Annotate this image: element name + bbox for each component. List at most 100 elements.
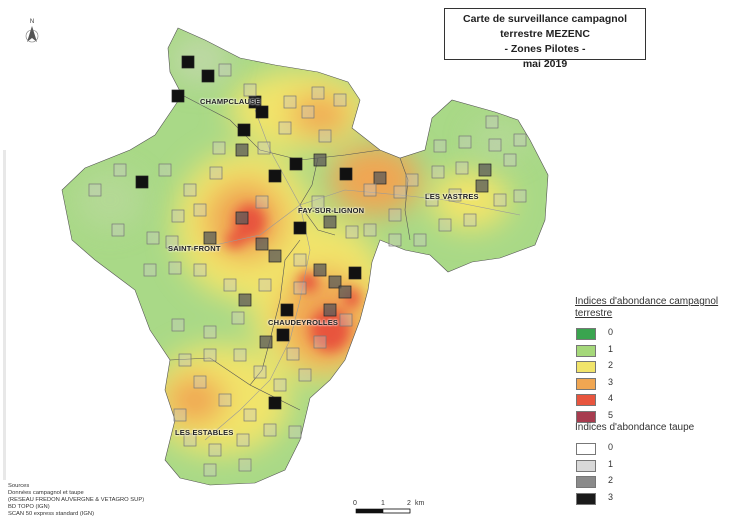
sampling-square xyxy=(203,231,217,245)
sampling-square xyxy=(235,143,249,157)
legend-swatch-4 xyxy=(576,394,596,406)
sampling-square xyxy=(255,105,269,119)
legend-label-1: 1 xyxy=(608,343,614,354)
sampling-square xyxy=(253,365,267,379)
sampling-square xyxy=(289,157,303,171)
sampling-square xyxy=(143,263,157,277)
sources-line-5: SCAN 50 express standard (IGN) xyxy=(8,511,95,517)
sampling-square xyxy=(478,163,492,177)
sampling-square xyxy=(488,138,502,152)
sampling-square xyxy=(203,463,217,477)
town-champclause: CHAMPCLAUSE xyxy=(200,97,261,106)
sampling-square xyxy=(431,165,445,179)
sampling-square xyxy=(243,408,257,422)
sampling-square xyxy=(339,167,353,181)
sampling-square xyxy=(263,423,277,437)
sampling-square xyxy=(273,378,287,392)
sampling-square xyxy=(231,311,245,325)
sampling-square xyxy=(183,433,197,447)
sampling-square xyxy=(475,179,489,193)
north-arrow-icon: N xyxy=(25,19,39,43)
map-title-box: Carte de surveillance campagnol terrestr… xyxy=(444,8,646,70)
sampling-square xyxy=(111,223,125,237)
sampling-square xyxy=(280,303,294,317)
credit-stripe xyxy=(3,150,6,480)
sampling-square xyxy=(201,69,215,83)
sampling-square xyxy=(255,237,269,251)
scale-tick-1: 1 xyxy=(381,500,385,507)
sampling-square xyxy=(293,253,307,267)
sources-block: Sources Données campagnol et taupe (RESE… xyxy=(8,483,144,518)
sampling-square xyxy=(233,348,247,362)
sampling-square xyxy=(218,63,232,77)
sampling-square xyxy=(165,235,179,249)
sampling-square xyxy=(259,335,273,349)
legend-swatch-0 xyxy=(576,328,596,340)
sampling-square xyxy=(135,175,149,189)
scale-tick-0: 0 xyxy=(353,500,357,507)
sampling-squares xyxy=(88,55,527,477)
sampling-square xyxy=(193,203,207,217)
scale-bar xyxy=(355,508,411,514)
sampling-square xyxy=(238,293,252,307)
sampling-square xyxy=(433,139,447,153)
sampling-square xyxy=(485,115,499,129)
sampling-square xyxy=(323,215,337,229)
sampling-square xyxy=(338,285,352,299)
legend-taupe-title: Indices d'abondance taupe xyxy=(575,422,695,433)
sampling-square xyxy=(393,185,407,199)
title-line-3: mai 2019 xyxy=(522,58,568,70)
sampling-square xyxy=(208,443,222,457)
sampling-square xyxy=(193,263,207,277)
sampling-square xyxy=(311,195,325,209)
sampling-square xyxy=(193,375,207,389)
sampling-square xyxy=(236,433,250,447)
sampling-square xyxy=(348,266,362,280)
sampling-square xyxy=(328,275,342,289)
sampling-square xyxy=(438,218,452,232)
legend-label-0: 0 xyxy=(608,327,614,337)
sampling-square xyxy=(455,161,469,175)
sources-line-3: (RESEAU FREDON AUVERGNE & VETAGRO SUP) xyxy=(8,497,145,503)
sampling-square xyxy=(218,393,232,407)
sampling-square xyxy=(388,208,402,222)
sampling-square xyxy=(203,325,217,339)
sampling-square xyxy=(339,313,353,327)
legend-label-3: 3 xyxy=(608,491,614,502)
legend-label-4: 4 xyxy=(608,393,614,403)
legend-campagnol-title-1: Indices d'abondance campagnol xyxy=(575,296,719,307)
sampling-square xyxy=(183,183,197,197)
sampling-square xyxy=(311,86,325,100)
sampling-square xyxy=(178,353,192,367)
sampling-square xyxy=(258,278,272,292)
sampling-square xyxy=(255,195,269,209)
sampling-square xyxy=(458,135,472,149)
sampling-square xyxy=(388,233,402,247)
sampling-square xyxy=(363,223,377,237)
sampling-square xyxy=(313,263,327,277)
legend-swatch-3 xyxy=(576,377,596,390)
sampling-square xyxy=(293,281,307,295)
legend-label-1: 1 xyxy=(608,458,614,469)
sampling-square xyxy=(268,169,282,183)
sampling-square xyxy=(158,163,172,177)
legend-campagnol-title-2: terrestre xyxy=(575,308,613,319)
sampling-square xyxy=(293,221,307,235)
sampling-square xyxy=(181,55,195,69)
legend-swatch-3 xyxy=(576,492,596,505)
legend-label-3: 3 xyxy=(608,376,614,387)
legend-swatch-2 xyxy=(576,476,596,488)
legend-label-2: 2 xyxy=(608,475,614,485)
sampling-square xyxy=(345,225,359,239)
sampling-square xyxy=(171,89,185,103)
sampling-square xyxy=(333,93,347,107)
sampling-square xyxy=(223,278,237,292)
sampling-square xyxy=(268,249,282,263)
sampling-square xyxy=(243,83,257,97)
legend-label-2: 2 xyxy=(608,360,614,370)
sampling-square xyxy=(503,153,517,167)
sources-line-2: Données campagnol et taupe xyxy=(8,490,84,496)
north-label: N xyxy=(30,19,34,25)
sampling-square xyxy=(463,213,477,227)
